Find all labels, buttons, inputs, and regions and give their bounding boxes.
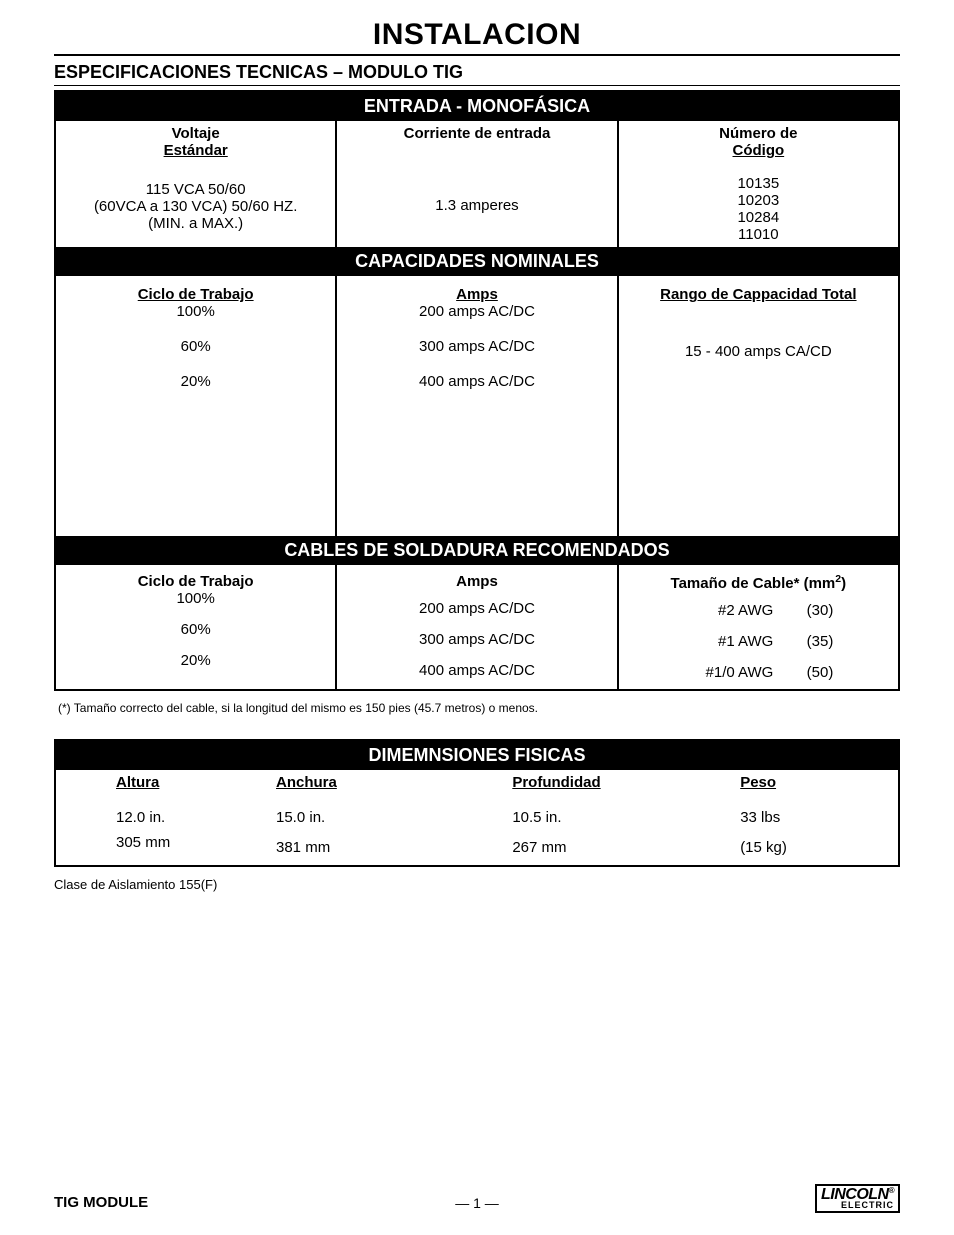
dims-r1c1: 12.0 in. [55,795,266,830]
entrada-voltage: 115 VCA 50/60 (60VCA a 130 VCA) 50/60 HZ… [55,163,336,247]
dims-h2: Anchura [266,770,502,795]
dims-r2c4: (15 kg) [730,830,899,866]
entrada-header: ENTRADA - MONOFÁSICA [55,91,899,121]
dims-h3: Profundidad [502,770,730,795]
dims-h1: Altura [55,770,266,795]
dims-r1c4: 33 lbs [730,795,899,830]
dims-r1c3: 10.5 in. [502,795,730,830]
page-subtitle: ESPECIFICACIONES TECNICAS – MODULO TIG [54,62,900,86]
cables-col3: Tamaño de Cable* (mm2) #2 AWG(30) #1 AWG… [618,565,899,690]
dims-header: DIMEMNSIONES FISICAS [55,740,899,770]
dims-r1c2: 15.0 in. [266,795,502,830]
cables-col1: Ciclo de Trabajo 100% 60% 20% [55,565,336,690]
insulation-class: Clase de Aislamiento 155(F) [54,877,900,892]
spec-table: ENTRADA - MONOFÁSICA VoltajeEstándar /* … [54,90,900,691]
entrada-col2-head: Corriente de entrada [336,121,617,163]
entrada-codes: 10135 10203 10284 11010 [618,163,899,247]
dims-r2c2: 381 mm [266,830,502,866]
page-title: INSTALACION [54,18,900,56]
capacidades-header: CAPACIDADES NOMINALES [55,247,899,276]
cap-col1: Ciclo de Trabajo 100% 60% 20% [55,276,336,416]
footer-page-num: — 1 — [54,1195,900,1211]
dims-r2c3: 267 mm [502,830,730,866]
lincoln-logo: LINCOLN® ELECTRIC [815,1184,900,1213]
footnote: (*) Tamaño correcto del cable, si la lon… [58,701,900,715]
dims-r2c1: 305 mm [55,830,266,866]
entrada-col1-head: VoltajeEstándar /* header underlined */ [55,121,336,163]
cables-header: CABLES DE SOLDADURA RECOMENDADOS [55,536,899,565]
cables-col2: Amps 200 amps AC/DC 300 amps AC/DC 400 a… [336,565,617,690]
cap-col3: Rango de Cappacidad Total 15 - 400 amps … [618,276,899,416]
entrada-current: 1.3 amperes [336,163,617,247]
dimensions-table: DIMEMNSIONES FISICAS Altura Anchura Prof… [54,739,900,867]
dims-h4: Peso [730,770,899,795]
entrada-col3-head: Número deCódigo [618,121,899,163]
cap-col2: Amps 200 amps AC/DC 300 amps AC/DC 400 a… [336,276,617,416]
